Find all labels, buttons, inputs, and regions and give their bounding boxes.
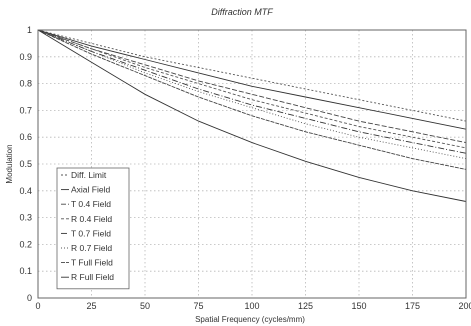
y-tick-label: 0 [27, 293, 32, 303]
y-tick-label: 0.7 [19, 105, 32, 115]
legend-entry: R Full Field [71, 272, 114, 282]
legend-entry: Axial Field [71, 185, 110, 195]
x-tick-label: 0 [35, 301, 40, 311]
x-tick-label: 100 [244, 301, 259, 311]
x-tick-label: 75 [193, 301, 203, 311]
y-tick-label: 0.6 [19, 132, 32, 142]
y-tick-label: 0.5 [19, 159, 32, 169]
x-axis-title: Spatial Frequency (cycles/mm) [195, 315, 305, 324]
y-tick-label: 0.4 [19, 186, 32, 196]
legend-entry: T 0.7 Field [71, 228, 111, 238]
legend: Diff. Limit Axial Field T 0.4 Field R 0.4 F… [57, 168, 129, 289]
y-tick-label: 1 [27, 25, 32, 35]
y-tick-label: 0.3 [19, 213, 32, 223]
x-tick-label: 25 [86, 301, 96, 311]
y-tick-label: 0.8 [19, 79, 32, 89]
y-tick-label: 0.2 [19, 239, 32, 249]
y-tick-label: 0.9 [19, 52, 32, 62]
x-tick-label: 175 [405, 301, 420, 311]
legend-entry: T Full Field [71, 258, 113, 268]
legend-entry: T 0.4 Field [71, 199, 111, 209]
x-tick-label: 50 [140, 301, 150, 311]
y-axis-title: Modulation [5, 144, 14, 183]
x-tick-label: 125 [298, 301, 313, 311]
chart-title: Diffraction MTF [211, 7, 273, 17]
legend-entry: Diff. Limit [71, 170, 107, 180]
legend-entry: R 0.7 Field [71, 243, 112, 253]
x-tick-label: 150 [351, 301, 366, 311]
y-tick-label: 0.1 [19, 266, 32, 276]
x-tick-label: 200 [458, 301, 471, 311]
legend-entry: R 0.4 Field [71, 214, 112, 224]
